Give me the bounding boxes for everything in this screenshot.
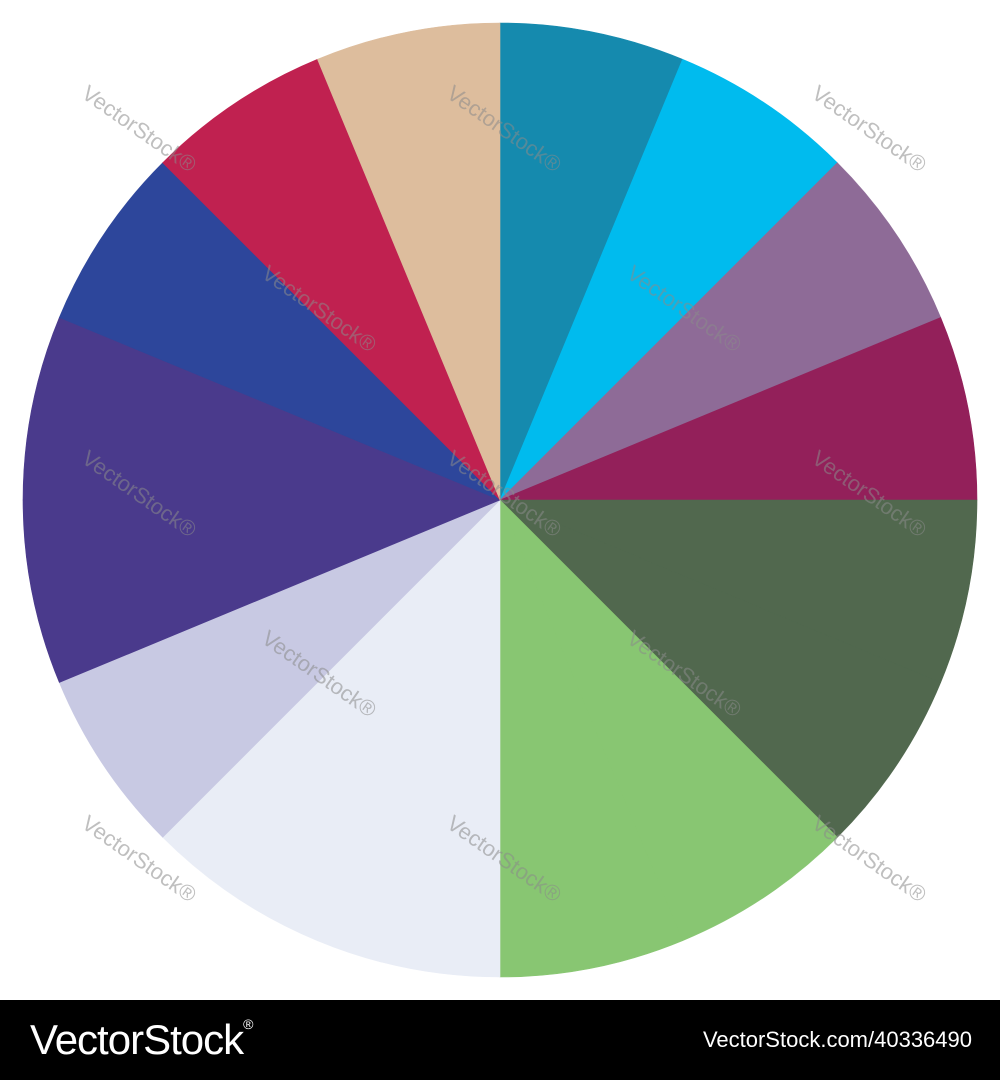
pie-slice-8 <box>499 499 683 978</box>
pie-chart: VectorStock® VectorStock® VectorStock®Vect… <box>22 22 978 978</box>
pie-slice-13 <box>22 317 501 501</box>
pie-slice-9 <box>317 499 501 978</box>
pie-slice-2 <box>499 58 838 501</box>
pie-slice-14 <box>58 162 501 501</box>
footer-bar: VectorStock® VectorStock.com/40336490 <box>0 1000 1000 1080</box>
pie-slice-4 <box>499 317 978 501</box>
pie-slice-6 <box>499 499 942 838</box>
pie-slice-10 <box>162 499 501 942</box>
pie-slice-5 <box>499 499 978 683</box>
pie-slice-11 <box>58 499 501 838</box>
pie-slice-16 <box>317 22 501 501</box>
watermark-text: VectorStock® <box>807 810 931 907</box>
vectorstock-logo: VectorStock® <box>30 1016 253 1063</box>
image-id-text: VectorStock.com/40336490 <box>702 1027 972 1052</box>
pie-slices <box>22 22 978 978</box>
pie-slice-1 <box>499 22 683 501</box>
pie-slice-3 <box>499 162 942 501</box>
watermark-text: VectorStock® <box>77 80 201 177</box>
pie-slice-12 <box>22 499 501 683</box>
pie-slice-15 <box>162 58 501 501</box>
pie-slice-7 <box>499 499 838 942</box>
